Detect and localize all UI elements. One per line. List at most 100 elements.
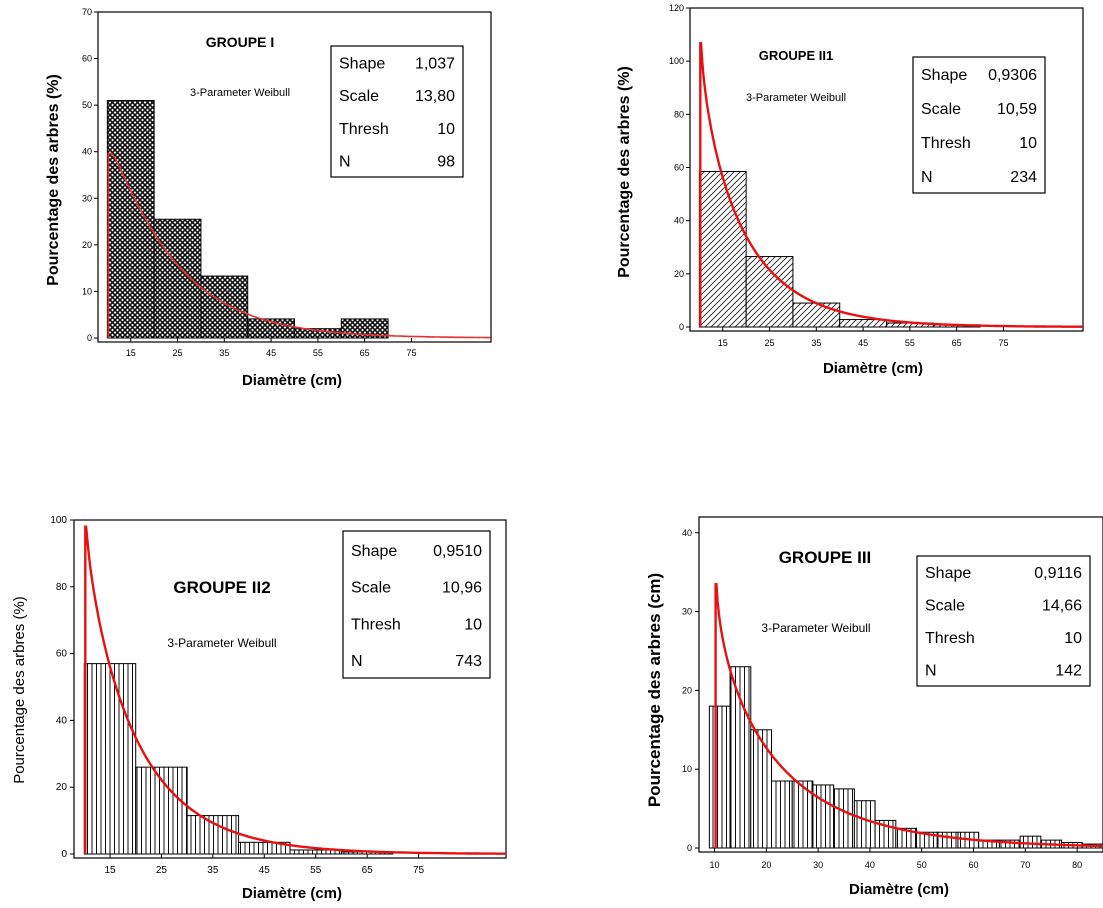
stats-label: Scale <box>339 88 379 105</box>
stats-label: N <box>339 154 351 171</box>
x-tick-label: 25 <box>156 865 168 876</box>
y-tick-label: 20 <box>82 240 92 250</box>
x-tick-label: 30 <box>813 860 823 870</box>
stats-value: 10,59 <box>997 101 1037 118</box>
x-tick-label: 25 <box>765 338 775 348</box>
histogram-bar <box>106 99 155 339</box>
histogram-bar <box>708 705 731 849</box>
stats-label: Thresh <box>925 630 975 647</box>
y-tick-label: 40 <box>674 216 684 226</box>
chart-title: GROUPE II2 <box>173 578 270 597</box>
y-tick-label: 10 <box>682 764 692 774</box>
y-tick-label: 20 <box>682 685 692 695</box>
stats-value: 98 <box>437 154 455 171</box>
stats-label: Scale <box>921 101 961 118</box>
histogram-bar <box>792 302 841 328</box>
chart-panel-2: 0 20 40 60 80 100 120 15 25 35 45 55 65 75 Diamètre (c… <box>616 3 1084 377</box>
histogram-bar <box>698 170 747 328</box>
x-tick-label: 80 <box>1072 860 1082 870</box>
stats-value: 743 <box>455 653 482 670</box>
stats-value: 142 <box>1055 663 1082 680</box>
stats-label: Shape <box>351 543 397 560</box>
stats-value: 10,96 <box>442 580 482 597</box>
stats-label: Scale <box>925 598 965 615</box>
x-axis-label: Diamètre (cm) <box>849 881 949 898</box>
stats-label: Scale <box>351 580 391 597</box>
y-tick-label: 40 <box>82 147 92 157</box>
y-tick-label: 40 <box>56 715 68 726</box>
x-axis-label: Diamètre (cm) <box>242 372 342 389</box>
stats-value: 0,9306 <box>988 67 1037 84</box>
stats-box <box>330 45 464 178</box>
y-tick-label: 20 <box>56 782 68 793</box>
histogram-bar <box>729 666 752 849</box>
histogram-bar <box>853 800 876 849</box>
y-tick-label: 40 <box>682 528 692 538</box>
stats-value: 0,9510 <box>433 543 482 560</box>
stats-label: N <box>921 169 933 186</box>
histogram-bar <box>153 218 202 339</box>
histogram-bar <box>936 831 959 849</box>
chart-subtitle: 3-Parameter Weibull <box>167 636 276 650</box>
stats-label: Thresh <box>339 121 389 138</box>
y-tick-label: 0 <box>679 322 684 332</box>
stats-value: 0,9116 <box>1034 565 1082 582</box>
stats-value: 10 <box>464 616 482 633</box>
histogram-bar <box>812 784 835 849</box>
stats-value: 10 <box>1019 135 1037 152</box>
x-tick-label: 45 <box>858 338 868 348</box>
x-tick-label: 65 <box>362 865 374 876</box>
stats-value: 1,037 <box>415 55 455 72</box>
y-tick-label: 80 <box>56 582 68 593</box>
histogram-bar <box>745 256 794 328</box>
x-tick-label: 25 <box>173 348 183 358</box>
y-tick-label: 30 <box>682 607 692 617</box>
y-tick-label: 60 <box>82 54 92 64</box>
x-axis-label: Diamètre (cm) <box>823 360 923 377</box>
y-tick-label: 30 <box>82 193 92 203</box>
stats-box <box>916 555 1091 687</box>
x-tick-label: 10 <box>710 860 720 870</box>
y-tick-label: 100 <box>669 56 684 66</box>
x-tick-label: 65 <box>952 338 962 348</box>
y-axis-label: Pourcentage des arbres (%) <box>11 596 28 784</box>
histogram-bar <box>750 729 773 849</box>
fitted-weibull-curve <box>699 42 1083 328</box>
stats-value: 13,80 <box>415 88 455 105</box>
chart-title: GROUPE I <box>206 34 274 50</box>
x-tick-label: 45 <box>259 865 271 876</box>
x-tick-label: 20 <box>761 860 771 870</box>
y-tick-label: 80 <box>674 109 684 119</box>
chart-title: GROUPE III <box>779 548 872 567</box>
x-tick-label: 55 <box>313 348 323 358</box>
stats-value: 10 <box>437 121 455 138</box>
stats-label: N <box>925 663 937 680</box>
chart-panel-3: 0 20 40 60 80 100 15 25 35 45 55 65 75 Diamètre (cm) P… <box>11 515 507 902</box>
x-tick-label: 55 <box>905 338 915 348</box>
y-tick-label: 50 <box>82 100 92 110</box>
x-tick-label: 15 <box>104 865 116 876</box>
y-tick-label: 20 <box>674 269 684 279</box>
stats-label: Shape <box>921 67 967 84</box>
y-tick-label: 120 <box>669 3 684 13</box>
y-tick-label: 0 <box>687 843 692 853</box>
histogram-bar <box>200 275 249 339</box>
x-tick-label: 70 <box>1020 860 1030 870</box>
x-tick-label: 35 <box>219 348 229 358</box>
x-tick-label: 50 <box>917 860 927 870</box>
y-tick-label: 100 <box>50 515 67 526</box>
fitted-weibull-curve <box>107 152 491 339</box>
stats-label: Shape <box>339 55 385 72</box>
x-tick-label: 45 <box>266 348 276 358</box>
y-tick-label: 10 <box>82 286 92 296</box>
y-tick-label: 0 <box>87 333 92 343</box>
x-tick-label: 35 <box>811 338 821 348</box>
stats-label: Thresh <box>921 135 971 152</box>
x-tick-label: 75 <box>406 348 416 358</box>
histogram-bar <box>839 319 888 328</box>
x-tick-label: 35 <box>207 865 219 876</box>
x-tick-label: 15 <box>718 338 728 348</box>
histogram-bar <box>833 788 855 849</box>
stats-box <box>912 56 1046 194</box>
